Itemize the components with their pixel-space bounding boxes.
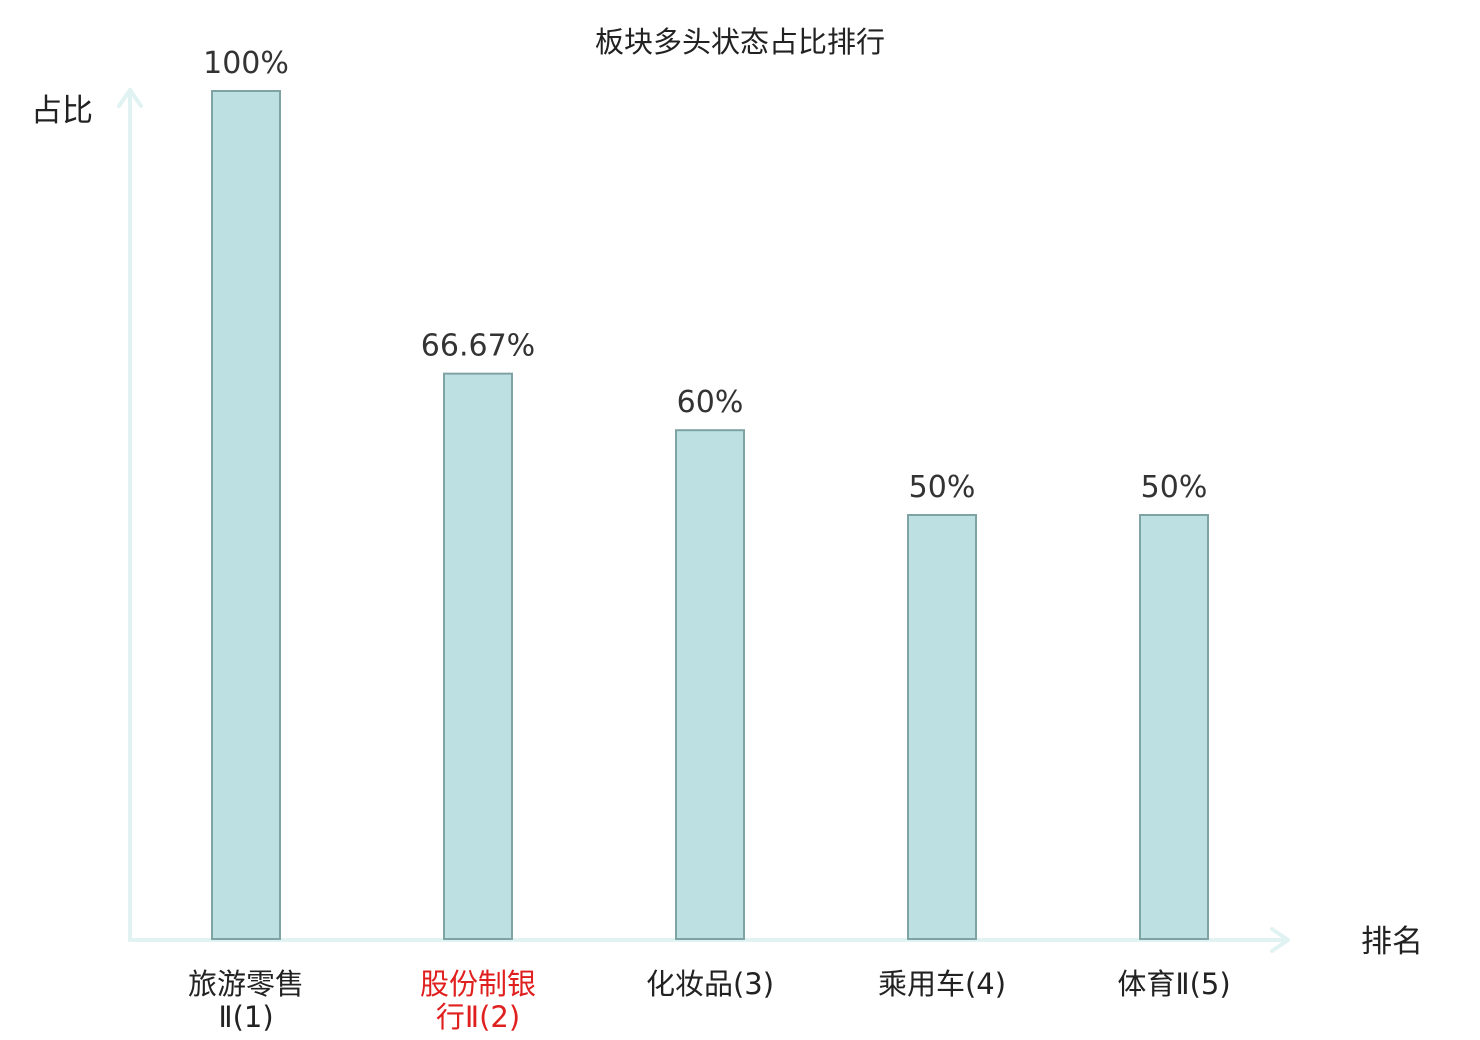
bar [675,429,745,940]
bar-value-label: 100% [203,46,289,81]
chart-title: 板块多头状态占比排行 [595,25,885,59]
x-axis: 排名 [128,924,1423,960]
bar-value-label: 50% [909,470,976,505]
y-axis-label: 占比 [31,93,93,129]
value-labels: 100% 66.67% 60% 50% 50% [203,46,1207,505]
x-axis-label: 排名 [1361,924,1423,960]
bar-value-label: 60% [677,385,744,420]
x-tick-label: 化妆品(3) [646,967,774,1001]
x-tick-label: 旅游零售 [188,967,304,1001]
x-tick-label: Ⅱ(1) [218,1000,273,1034]
bar [907,514,977,940]
x-tick-label: 乘用车(4) [878,967,1006,1001]
bar-value-label: 50% [1141,470,1208,505]
x-axis-arrow [1270,927,1290,953]
bar [1139,514,1209,940]
bar [211,90,281,940]
bars [211,90,1209,940]
y-axis-arrow [117,88,143,108]
x-tick-label: 股份制银 [420,967,536,1001]
bar-value-label: 66.67% [421,329,535,364]
x-tick-label: 行Ⅱ(2) [436,1000,520,1034]
bar [443,372,513,940]
y-axis: 占比 [31,88,143,942]
x-tick-label: 体育Ⅱ(5) [1117,967,1230,1001]
